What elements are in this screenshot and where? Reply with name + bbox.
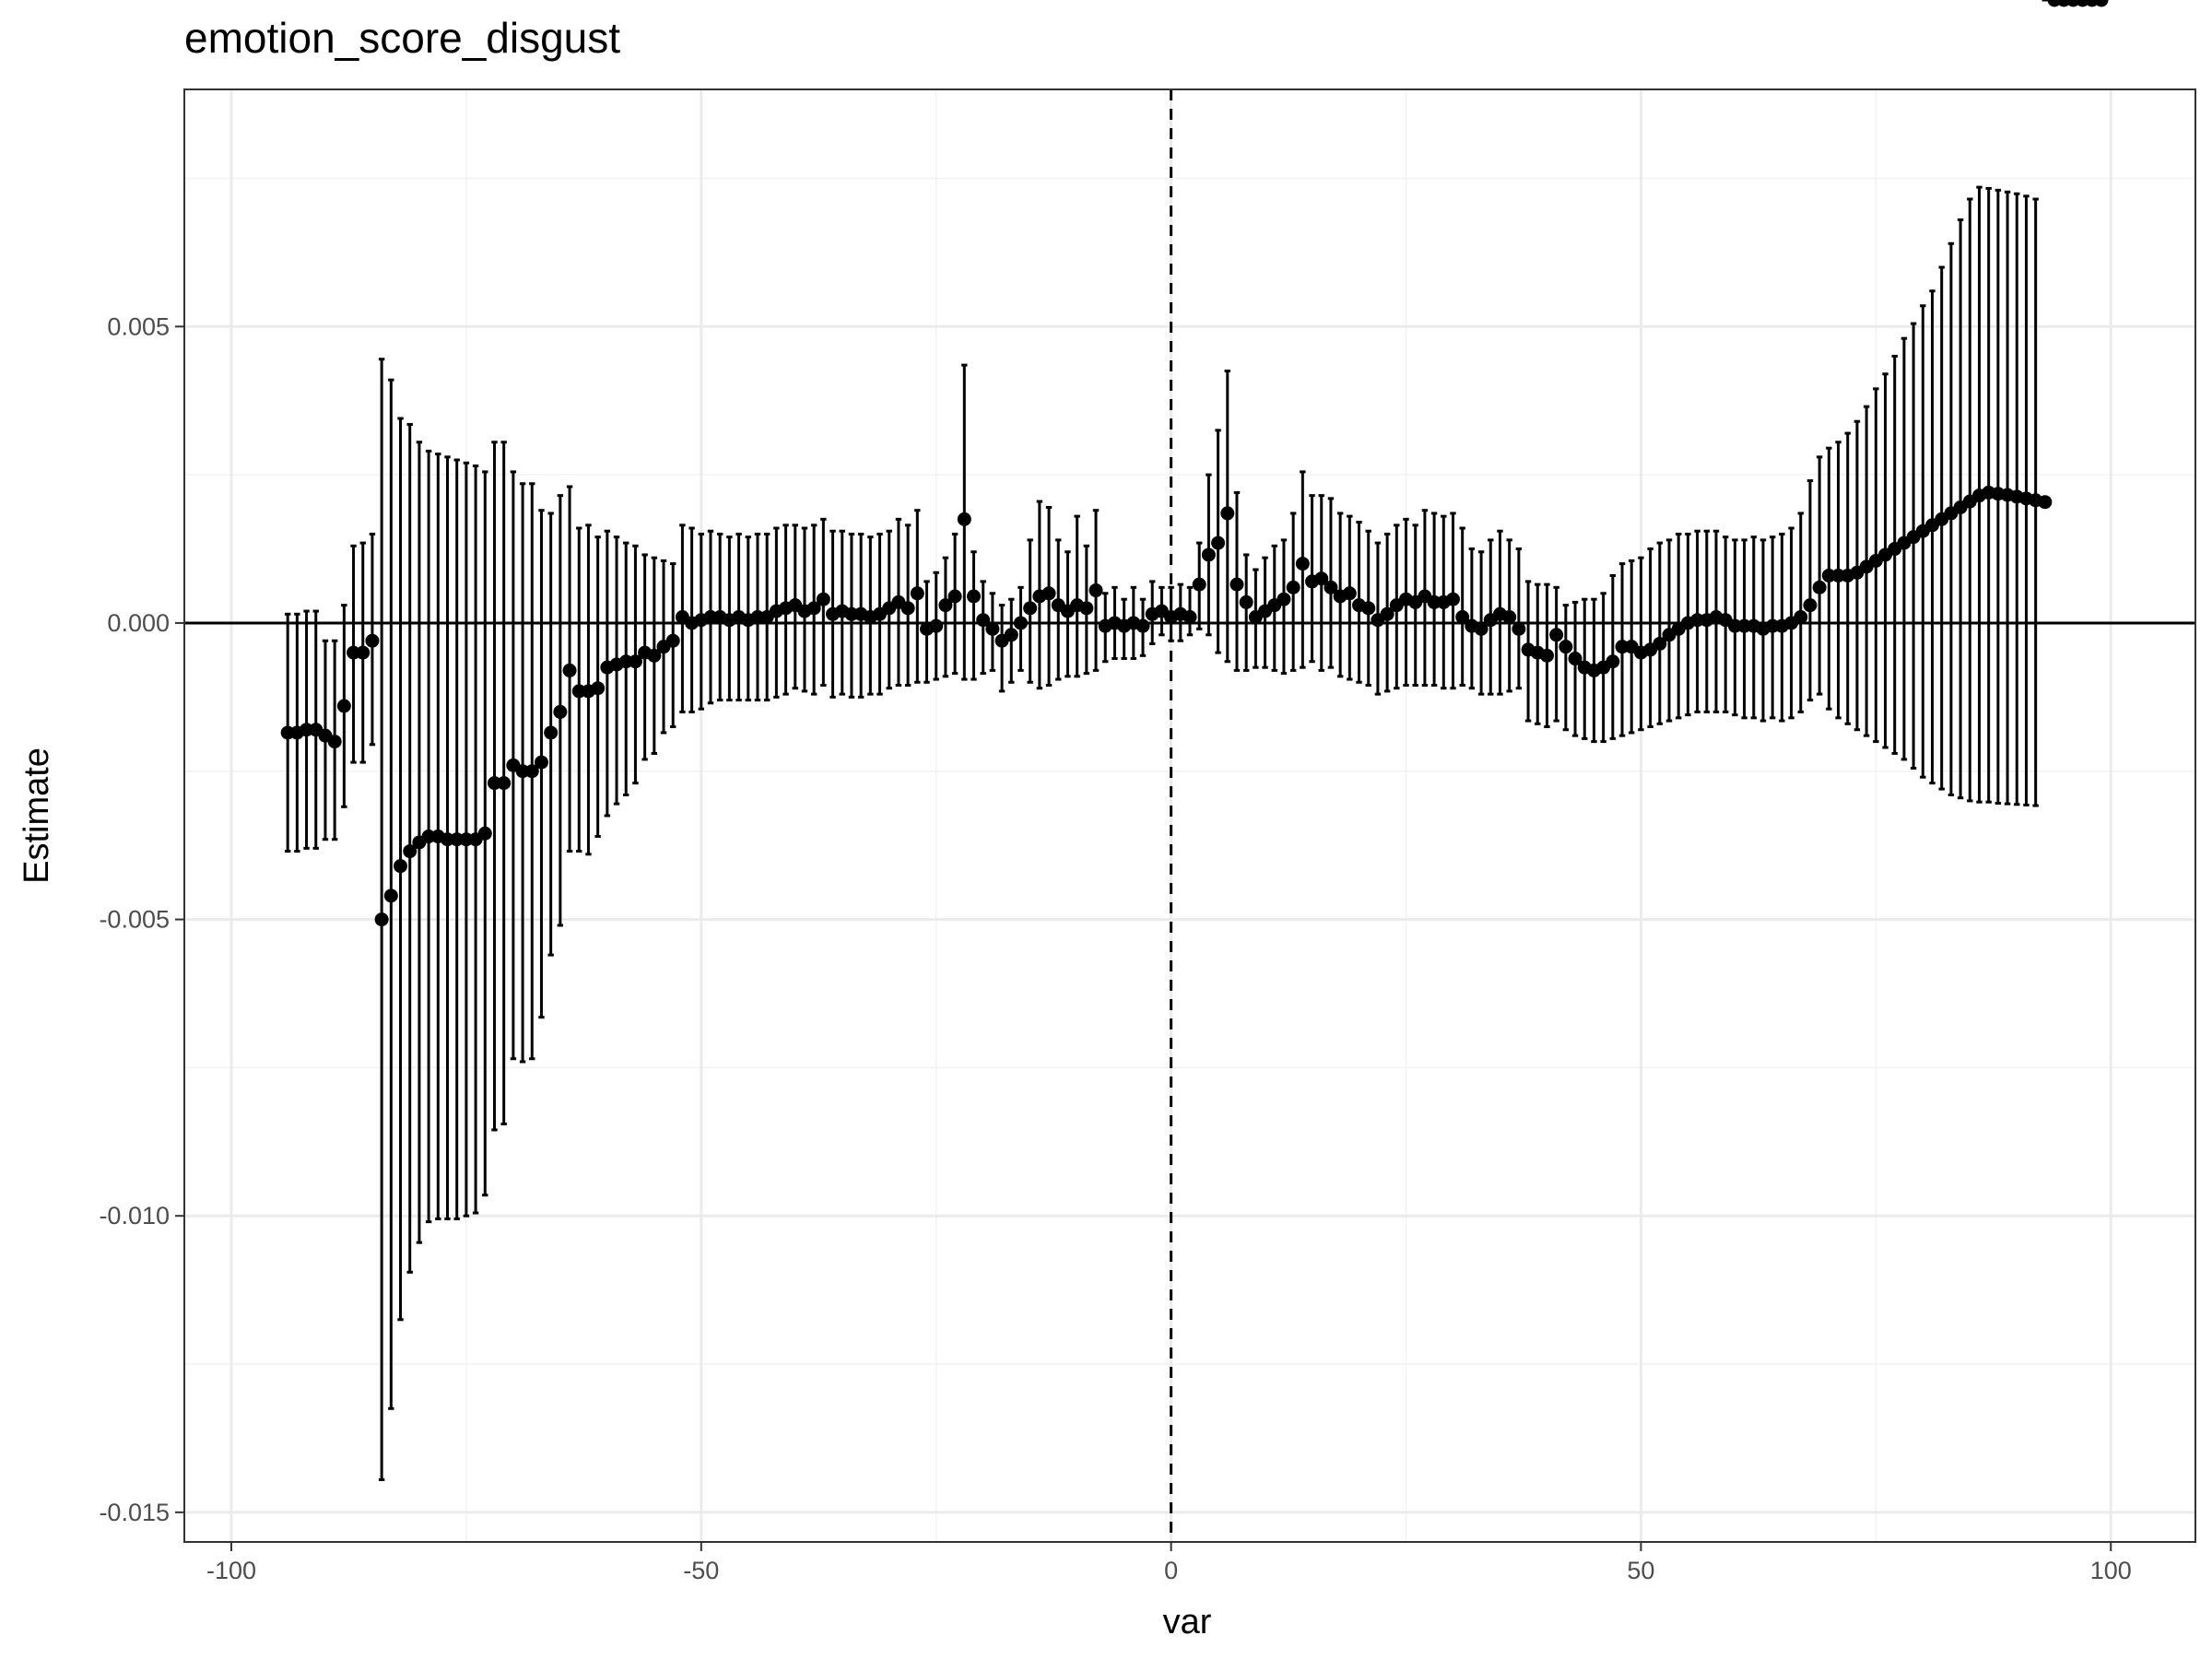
estimate-point xyxy=(383,888,398,903)
estimate-point xyxy=(591,681,606,696)
estimate-point xyxy=(1559,640,1573,654)
estimate-point xyxy=(1004,628,1018,642)
y-tick-label: -0.015 xyxy=(99,1499,170,1526)
y-tick-label: 0.000 xyxy=(107,609,170,637)
estimate-point xyxy=(497,776,512,791)
estimate-point xyxy=(336,699,351,713)
grid-lines xyxy=(184,89,2195,1542)
estimate-point xyxy=(816,592,830,606)
estimate-point xyxy=(403,844,418,859)
chart-title: emotion_score_disgust xyxy=(184,14,621,62)
estimate-point xyxy=(1342,586,1357,601)
estimate-point xyxy=(394,859,408,874)
x-tick-label: 0 xyxy=(1164,1557,1178,1584)
estimate-point xyxy=(910,586,924,601)
estimate-point xyxy=(1013,616,1028,630)
estimate-point xyxy=(1445,592,1460,606)
estimate-point xyxy=(477,826,492,841)
estimate-point xyxy=(1201,547,1216,562)
estimate-point xyxy=(628,654,642,669)
panel-border xyxy=(183,88,2196,1543)
estimate-point xyxy=(365,633,380,648)
estimate-point xyxy=(374,912,389,927)
estimate-point xyxy=(1568,652,1583,666)
estimate-point xyxy=(524,764,539,779)
estimate-point xyxy=(985,621,1000,636)
estimate-point xyxy=(1182,610,1197,625)
estimate-point xyxy=(1211,535,1226,550)
estimate-point xyxy=(957,512,971,526)
estimate-point xyxy=(1653,636,1667,651)
estimate-point xyxy=(1803,598,1818,613)
estimate-point xyxy=(1135,618,1150,633)
estimate-point xyxy=(665,633,680,648)
estimate-point xyxy=(947,589,962,604)
x-tick-label: 50 xyxy=(1627,1557,1654,1584)
estimate-point xyxy=(1380,606,1394,621)
estimate-point xyxy=(553,704,568,719)
estimate-point xyxy=(1295,557,1310,571)
estimate-point xyxy=(900,601,915,616)
axes: -100 -50 0 50 100 -0.015 -0.010 -0.005 0.000 0.00… xyxy=(99,312,2131,1584)
estimate-point xyxy=(356,645,371,660)
estimate-point xyxy=(1314,571,1329,586)
estimate-point xyxy=(1088,583,1103,598)
estimate-point xyxy=(1023,601,1038,616)
estimate-point xyxy=(966,589,981,604)
estimate-point xyxy=(1455,610,1470,625)
estimate-point xyxy=(1079,601,1094,616)
estimate-point xyxy=(1192,577,1206,592)
estimate-point xyxy=(327,735,342,749)
estimate-point xyxy=(1474,621,1488,636)
estimate-points xyxy=(280,0,2109,927)
x-tick-label: 100 xyxy=(2090,1557,2132,1584)
estimate-point xyxy=(1041,586,1056,601)
x-tick-label: -100 xyxy=(206,1557,256,1584)
estimate-point xyxy=(1361,601,1376,616)
y-tick-label: -0.010 xyxy=(99,1202,170,1230)
estimate-point xyxy=(1812,580,1827,594)
estimate-point xyxy=(1286,580,1300,594)
estimate-point xyxy=(1549,628,1564,642)
estimate-point xyxy=(1220,506,1235,521)
estimate-point xyxy=(806,601,821,616)
estimate-point xyxy=(976,613,991,628)
estimate-point xyxy=(1512,621,1526,636)
error-bars xyxy=(284,0,2105,1481)
estimate-point xyxy=(562,663,577,677)
estimate-point xyxy=(2094,0,2109,7)
estimate-point xyxy=(1794,610,1808,625)
estimate-point xyxy=(1230,577,1244,592)
estimate-point xyxy=(2038,495,2053,510)
x-tick-label: -50 xyxy=(683,1557,719,1584)
estimate-point xyxy=(1324,580,1338,594)
y-tick-label: 0.005 xyxy=(107,312,170,340)
estimate-point xyxy=(929,618,944,633)
estimate-point xyxy=(938,598,953,613)
estimate-point xyxy=(1502,610,1517,625)
estimate-point xyxy=(1239,594,1253,609)
x-axis-title: var xyxy=(1163,1603,1212,1641)
y-axis-title: Estimate xyxy=(18,747,56,884)
estimate-point xyxy=(647,648,662,663)
estimate-point xyxy=(1277,592,1291,606)
y-tick-label: -0.005 xyxy=(99,906,170,934)
estimate-point xyxy=(544,725,559,740)
estimate-point xyxy=(534,755,548,770)
estimate-point xyxy=(1539,648,1554,663)
estimate-point xyxy=(1606,654,1620,669)
